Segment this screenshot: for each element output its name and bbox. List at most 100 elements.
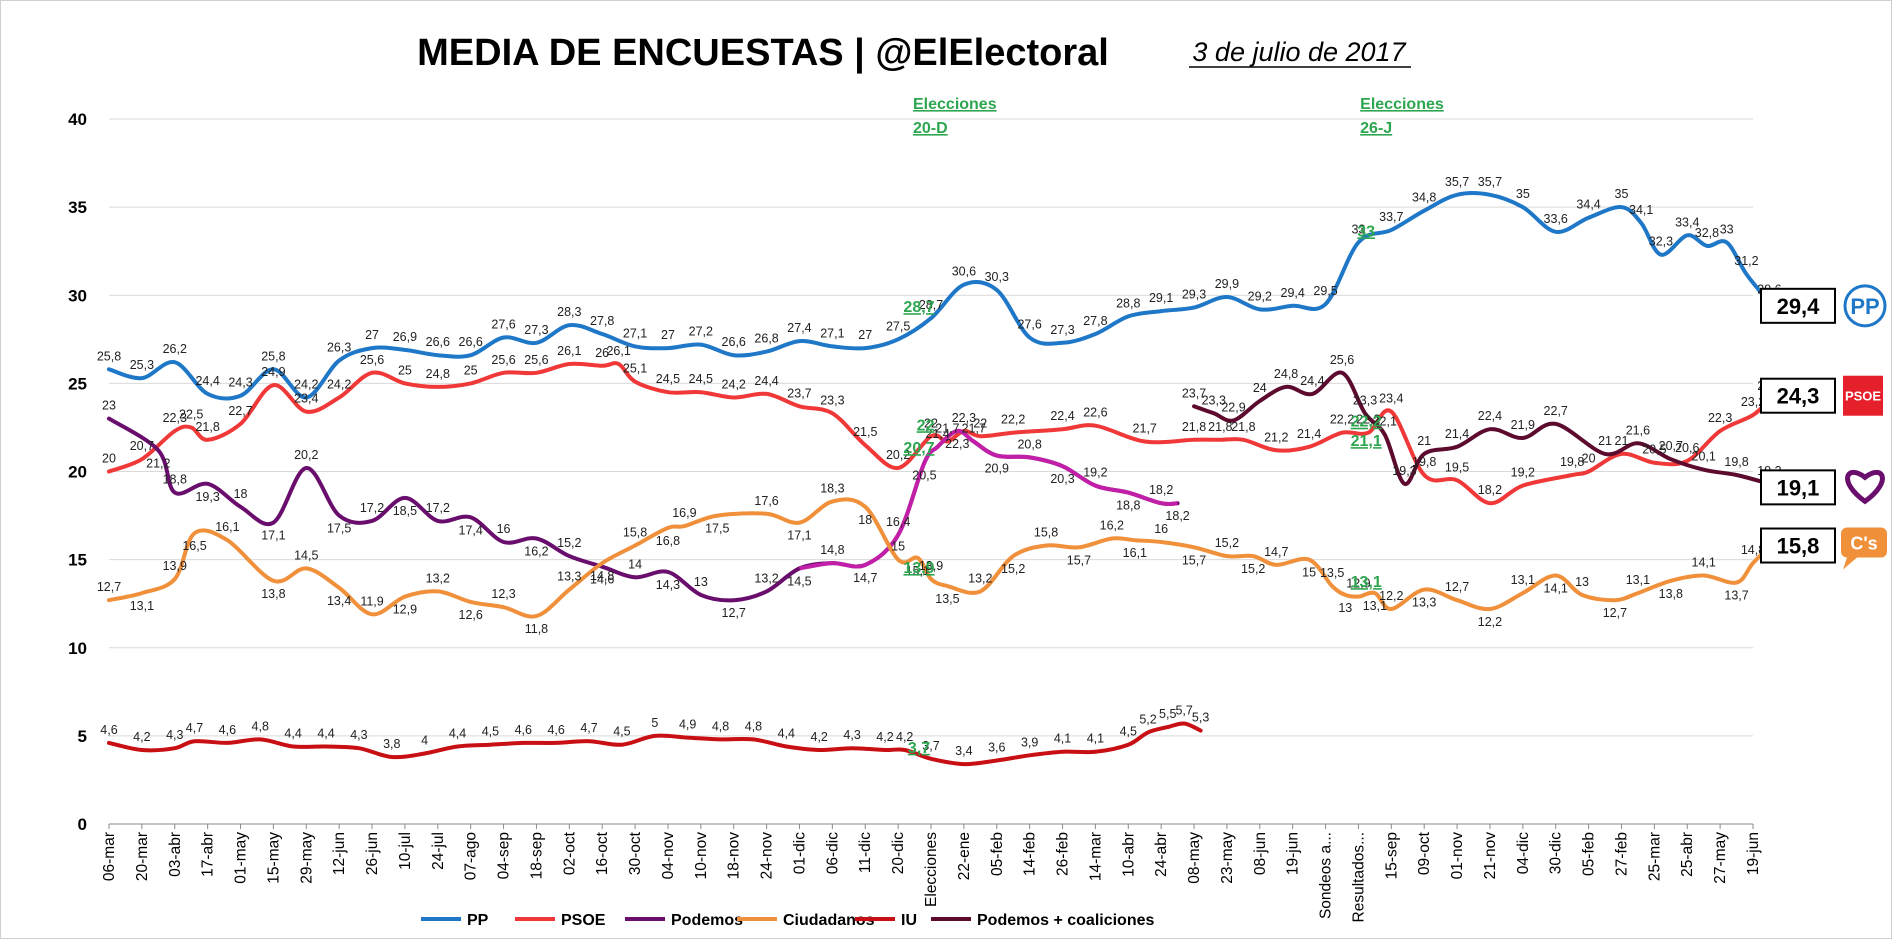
x-tick-label: 25-abr bbox=[1679, 832, 1696, 877]
data-label: 28,8 bbox=[1116, 296, 1140, 310]
data-label: 33,6 bbox=[1544, 212, 1568, 226]
x-tick-label: 04-dic bbox=[1515, 832, 1532, 874]
data-label: 14,8 bbox=[1741, 543, 1765, 557]
cs-logo-tail bbox=[1843, 557, 1857, 570]
x-tick-label: 22-ene bbox=[956, 832, 973, 880]
series-line-podemos-coaliciones bbox=[1192, 370, 1772, 486]
data-label: 21,4 bbox=[1445, 427, 1469, 441]
chart-date: 3 de julio de 2017 bbox=[1192, 37, 1406, 67]
data-label: 4,4 bbox=[778, 726, 795, 740]
data-label: 26 bbox=[595, 346, 609, 360]
data-label: 33 bbox=[1720, 222, 1734, 236]
data-label: 21,7 bbox=[935, 422, 959, 436]
data-label: 26,8 bbox=[754, 332, 778, 346]
data-label: 4 bbox=[421, 734, 428, 748]
data-label: 22 bbox=[924, 416, 938, 430]
podemos-heart-icon bbox=[1845, 469, 1885, 505]
data-label: 14,5 bbox=[294, 548, 318, 562]
data-label: 26,6 bbox=[426, 335, 450, 349]
x-tick-label: 27-feb bbox=[1613, 832, 1630, 876]
pp-logo-icon bbox=[1843, 284, 1887, 328]
data-label: 19,8 bbox=[1724, 455, 1748, 469]
data-label: 21,2 bbox=[1264, 430, 1288, 444]
end-values: 29,4 PP 24,3 PSOE 19,1 15,8 C's bbox=[1760, 284, 1887, 570]
data-label: 32,3 bbox=[1649, 235, 1673, 249]
data-label: 18,8 bbox=[1116, 499, 1140, 513]
data-label: 24,4 bbox=[754, 374, 778, 388]
election-highlights: 28,7 22 20,7 13,9 3,7 33 22,2 21,1 13,1 bbox=[903, 223, 1381, 756]
data-label: 27,8 bbox=[1083, 314, 1107, 328]
data-label: 21,2 bbox=[146, 456, 170, 470]
data-label: 26,3 bbox=[327, 340, 351, 354]
x-tick-label: Elecciones bbox=[923, 832, 940, 907]
x-tick-label: 12-jun bbox=[331, 832, 348, 875]
x-tick-label: 24-abr bbox=[1153, 832, 1170, 877]
data-label: 26,1 bbox=[557, 344, 581, 358]
data-label: 15,8 bbox=[623, 526, 647, 540]
data-label: 21,4 bbox=[925, 427, 949, 441]
data-label: 29,2 bbox=[1248, 289, 1272, 303]
data-label: 5,2 bbox=[1139, 712, 1156, 726]
data-label: 34,8 bbox=[1412, 191, 1436, 205]
data-label: 5,5 bbox=[1159, 707, 1176, 721]
x-tick-label: 25-mar bbox=[1646, 832, 1663, 881]
data-label: 28,3 bbox=[557, 305, 581, 319]
data-label: 13,9 bbox=[163, 559, 187, 573]
data-label: 20,8 bbox=[1017, 437, 1041, 451]
x-tick-label: 03-abr bbox=[167, 832, 184, 877]
data-label: 27 bbox=[661, 328, 675, 342]
data-label: 24 bbox=[1253, 381, 1267, 395]
data-label: 17,5 bbox=[327, 522, 351, 536]
data-label: 16,5 bbox=[182, 539, 206, 553]
cs-logo-text: C's bbox=[1850, 534, 1877, 554]
y-tick-label: 30 bbox=[68, 286, 87, 305]
data-label: 4,4 bbox=[449, 726, 466, 740]
data-label: 24,4 bbox=[1300, 374, 1324, 388]
legend-label: Podemos + coaliciones bbox=[977, 912, 1155, 929]
data-label: 27,8 bbox=[590, 314, 614, 328]
y-tick-label: 20 bbox=[68, 463, 87, 482]
data-label: 20 bbox=[102, 452, 116, 466]
series-line-iu bbox=[107, 721, 1203, 767]
data-label: 21,8 bbox=[195, 420, 219, 434]
x-tick-label: 04-sep bbox=[496, 832, 513, 879]
data-label: 4,2 bbox=[876, 730, 893, 744]
x-tick-label: 18-sep bbox=[528, 832, 545, 879]
data-label: 29,5 bbox=[1313, 284, 1337, 298]
data-label: 4,6 bbox=[219, 723, 236, 737]
data-label: 20 bbox=[1582, 452, 1596, 466]
data-label: 14,7 bbox=[853, 571, 877, 585]
x-tick-label: Resultados... bbox=[1350, 832, 1367, 922]
series-line-ciudadanos bbox=[107, 497, 1775, 619]
data-label: 20,6 bbox=[1675, 441, 1699, 455]
data-label: 4,9 bbox=[679, 718, 696, 732]
data-label: 21,8 bbox=[1208, 420, 1232, 434]
data-label: 26,2 bbox=[163, 342, 187, 356]
x-tick-label: 06-mar bbox=[101, 832, 118, 881]
data-label: 18,3 bbox=[820, 481, 844, 495]
data-label: 17,4 bbox=[459, 523, 483, 537]
data-label: 4,6 bbox=[515, 723, 532, 737]
data-label: 14,7 bbox=[1264, 545, 1288, 559]
data-label: 30,3 bbox=[985, 270, 1009, 284]
data-label: 16,1 bbox=[1123, 546, 1147, 560]
data-label: 23,7 bbox=[787, 386, 811, 400]
data-label: 27,1 bbox=[623, 326, 647, 340]
data-label: 21,8 bbox=[1182, 420, 1206, 434]
data-label: 12,2 bbox=[1379, 589, 1403, 603]
data-label: 23,3 bbox=[1202, 393, 1226, 407]
x-tick-label: 21-nov bbox=[1482, 832, 1499, 880]
data-label: 15 bbox=[891, 540, 905, 554]
end-value-box bbox=[1760, 527, 1836, 564]
data-label: 16,4 bbox=[886, 515, 910, 529]
x-tick-label: 26-jun bbox=[364, 832, 381, 875]
end-value-box bbox=[1760, 377, 1836, 414]
data-label: 24,3 bbox=[228, 376, 252, 390]
gridlines bbox=[109, 118, 1753, 825]
x-tick-label: 06-dic bbox=[824, 832, 841, 874]
data-label: 16,1 bbox=[215, 520, 239, 534]
data-label: 22,3 bbox=[952, 411, 976, 425]
data-label: 21,8 bbox=[1231, 420, 1255, 434]
election-date: 20-D bbox=[913, 120, 948, 137]
